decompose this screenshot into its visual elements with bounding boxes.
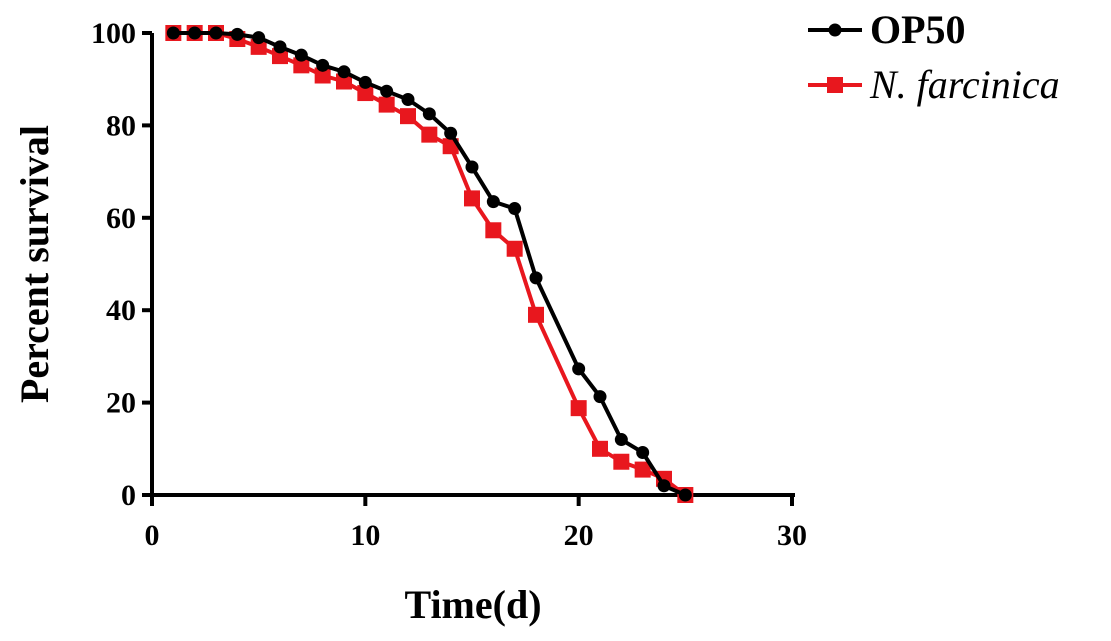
n-farcinica-point [314, 67, 331, 84]
y-tick-label: 100 [91, 17, 136, 50]
n-farcinica-point [272, 48, 288, 65]
op50-point [166, 26, 180, 40]
legend-n-farcinica-label: N. farcinica [869, 62, 1060, 107]
op50-point [358, 75, 372, 89]
n-farcinica-line [173, 31, 687, 497]
op50-point [252, 31, 266, 45]
x-tick-label: 10 [350, 519, 380, 552]
series-op50 [166, 26, 692, 502]
y-tick-label: 60 [106, 202, 136, 235]
op50-point [380, 84, 394, 98]
legend-item-op50: OP50 [808, 7, 966, 52]
y-axis-title: Percent survival [12, 125, 57, 403]
op50-point [273, 40, 287, 54]
legend-n-farcinica-marker [827, 77, 843, 93]
op50-point [486, 195, 500, 209]
y-tick-label: 20 [106, 387, 136, 420]
x-ticks: 0 10 20 30 [145, 495, 807, 552]
n-farcinica-point [634, 461, 651, 478]
n-farcinica-point [421, 126, 438, 143]
op50-point [188, 26, 202, 40]
n-farcinica-point [528, 306, 544, 323]
op50-point [657, 479, 671, 493]
n-farcinica-point [336, 73, 352, 90]
op50-point [294, 48, 308, 62]
op50-point [444, 126, 458, 140]
op50-point [465, 160, 479, 174]
x-tick-label: 20 [564, 519, 594, 552]
n-farcinica-point [485, 222, 502, 239]
legend-op50-marker [828, 23, 842, 37]
n-farcinica-point [592, 440, 608, 457]
op50-point [337, 65, 351, 79]
n-farcinica-point [464, 190, 480, 207]
n-farcinica-point [250, 38, 267, 55]
x-tick-label: 0 [145, 519, 160, 552]
op50-point [593, 390, 607, 404]
op50-point [678, 488, 692, 502]
n-farcinica-point [357, 85, 374, 102]
axes [150, 33, 795, 497]
y-tick-label: 0 [121, 479, 136, 512]
op50-point [422, 107, 436, 121]
op50-point [636, 445, 650, 459]
n-farcinica-point [613, 453, 630, 470]
op50-point [209, 26, 223, 40]
n-farcinica-point [293, 57, 310, 74]
y-tick-label: 40 [106, 294, 136, 327]
legend: OP50 N. farcinica [808, 7, 1060, 107]
x-axis-title: Time(d) [404, 582, 541, 627]
op50-point [230, 27, 244, 41]
n-farcinica-point [400, 108, 416, 125]
op50-line [173, 31, 687, 497]
n-farcinica-point [506, 240, 523, 257]
legend-op50-label: OP50 [870, 7, 966, 52]
legend-item-n-farcinica: N. farcinica [808, 62, 1060, 107]
series-n-farcinica [165, 25, 694, 503]
op50-point [529, 271, 543, 285]
y-ticks: 0 20 40 60 80 100 [91, 17, 152, 512]
n-farcinica-point [570, 400, 587, 417]
op50-point [316, 58, 330, 72]
op50-point [572, 362, 586, 376]
n-farcinica-point [378, 96, 395, 113]
op50-point [401, 93, 415, 107]
op50-point [614, 433, 628, 447]
op50-point [508, 202, 522, 216]
x-tick-label: 30 [777, 519, 807, 552]
y-tick-label: 80 [106, 109, 136, 142]
series-layer [165, 25, 694, 503]
